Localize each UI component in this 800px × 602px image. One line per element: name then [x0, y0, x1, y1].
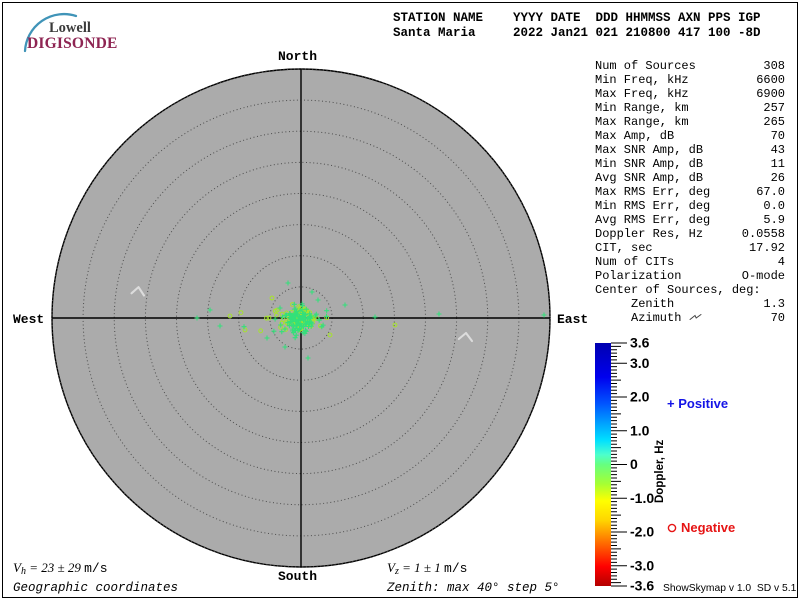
svg-text:-1.0: -1.0 — [630, 490, 654, 506]
svg-text:2.0: 2.0 — [630, 389, 650, 405]
svg-text:0: 0 — [630, 456, 638, 472]
svg-text:-2.0: -2.0 — [630, 524, 654, 540]
svg-text:3.0: 3.0 — [630, 355, 650, 371]
svg-text:-3.6: -3.6 — [630, 578, 654, 594]
svg-text:1.0: 1.0 — [630, 422, 650, 438]
svg-text:-3.0: -3.0 — [630, 557, 654, 573]
svg-text:3.6: 3.6 — [630, 335, 650, 351]
